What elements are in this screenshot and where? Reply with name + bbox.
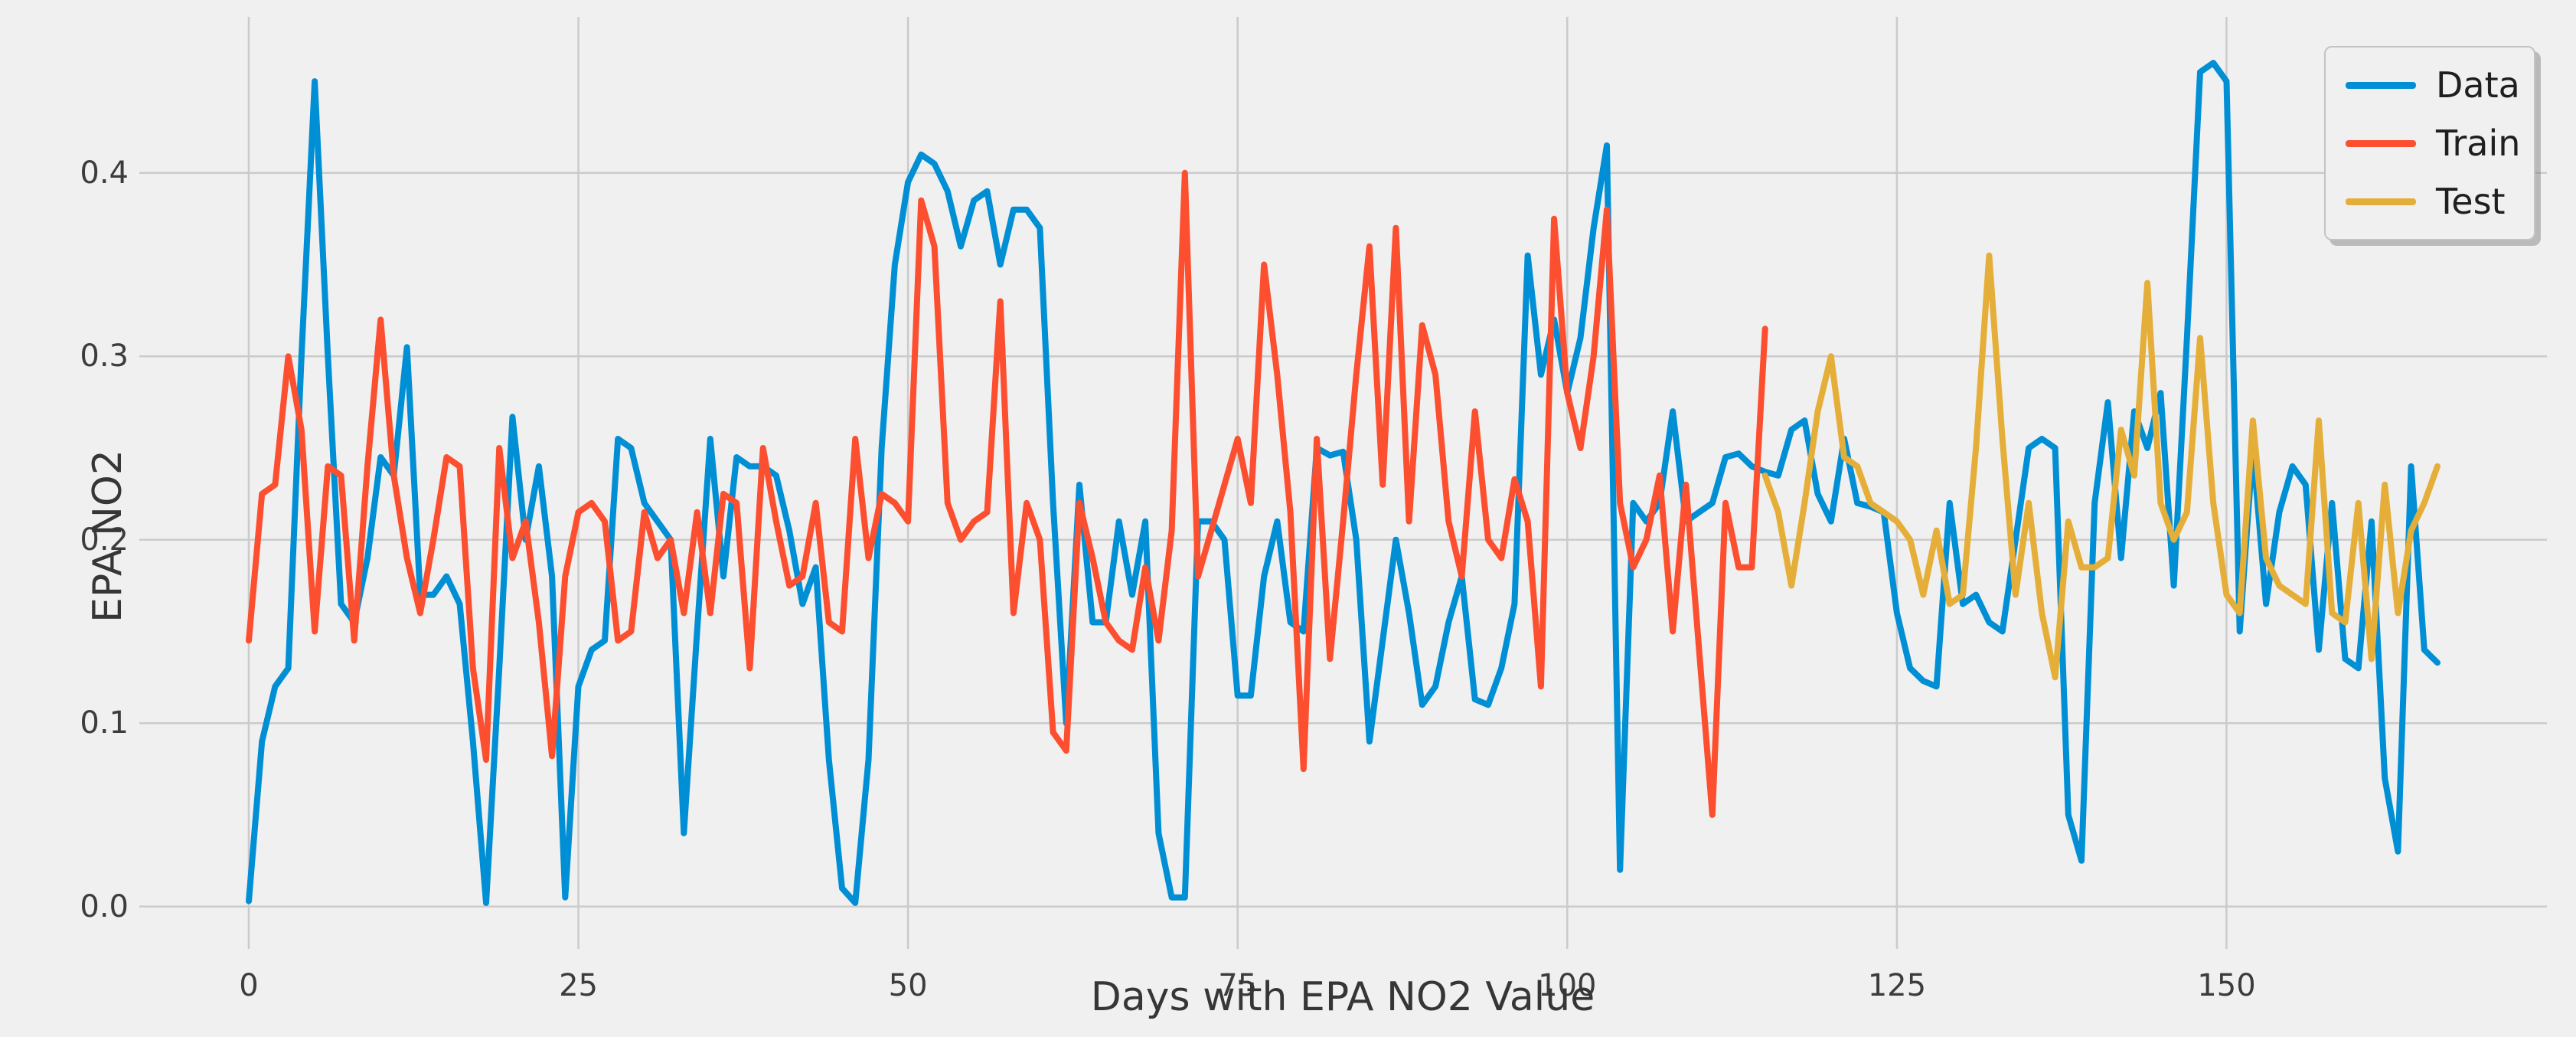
x-tick-label: 150 bbox=[2197, 968, 2256, 1003]
x-tick-label: 50 bbox=[888, 968, 928, 1003]
x-axis-label: Days with EPA NO2 Value bbox=[1090, 974, 1595, 1020]
y-tick-label: 0.1 bbox=[80, 705, 129, 741]
legend: Data Train Test bbox=[2324, 46, 2535, 240]
series-line-test bbox=[1761, 252, 2441, 681]
x-tick-label: 75 bbox=[1218, 968, 1258, 1003]
series-line-train bbox=[246, 169, 1768, 818]
legend-swatch-data-icon bbox=[2346, 81, 2416, 89]
legend-label-train: Train bbox=[2436, 123, 2521, 164]
x-tick-label: 100 bbox=[1538, 968, 1597, 1003]
series-line-data bbox=[246, 60, 2441, 906]
gridlines bbox=[139, 17, 2547, 949]
y-tick-label: 0.0 bbox=[80, 888, 129, 924]
legend-label-data: Data bbox=[2436, 64, 2520, 106]
legend-swatch-train-icon bbox=[2346, 139, 2416, 147]
legend-item-train: Train bbox=[2346, 126, 2520, 161]
legend-swatch-test-icon bbox=[2346, 198, 2416, 205]
legend-item-data: Data bbox=[2346, 67, 2520, 103]
x-tick-label: 0 bbox=[239, 968, 259, 1003]
x-tick-label: 25 bbox=[559, 968, 598, 1003]
legend-label-test: Test bbox=[2436, 181, 2506, 222]
y-tick-label: 0.2 bbox=[80, 522, 129, 558]
y-tick-label: 0.4 bbox=[80, 155, 129, 191]
data-series-lines bbox=[246, 60, 2441, 906]
legend-item-test: Test bbox=[2346, 184, 2516, 219]
y-axis-label: EPA NO2 bbox=[84, 450, 131, 623]
x-tick-label: 125 bbox=[1867, 968, 1927, 1003]
y-tick-label: 0.3 bbox=[80, 339, 129, 375]
